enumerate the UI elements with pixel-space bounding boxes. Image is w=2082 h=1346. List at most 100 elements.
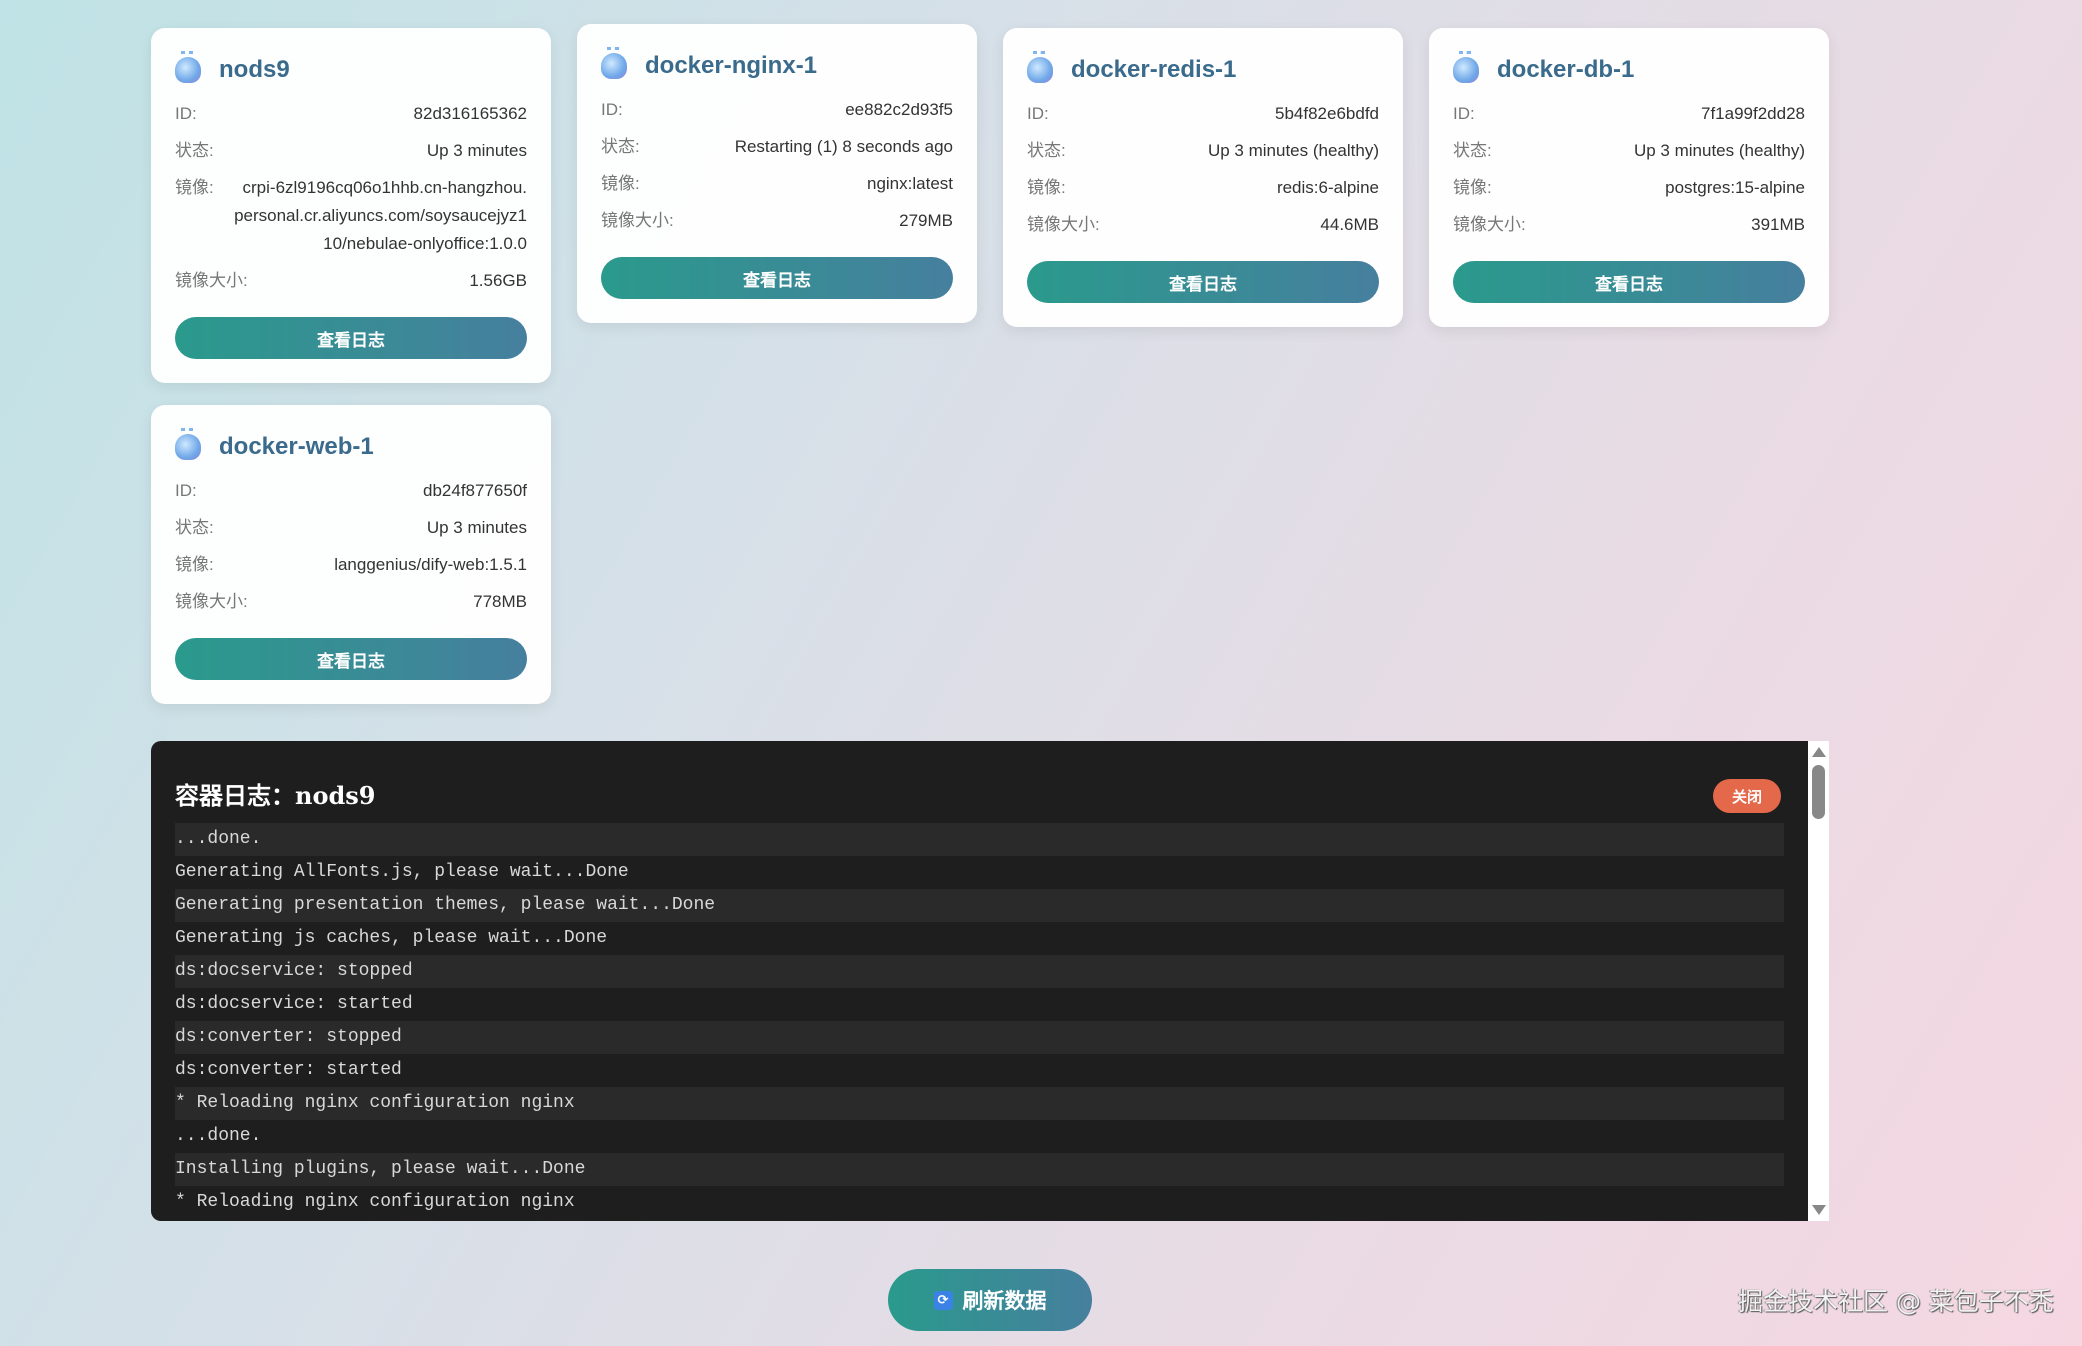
- field-label: 镜像大小:: [1453, 215, 1526, 234]
- field-value: Up 3 minutes: [426, 141, 527, 160]
- field-value: db24f877650f: [423, 481, 527, 500]
- view-logs-button[interactable]: 查看日志: [175, 638, 527, 680]
- field-label: ID:: [601, 100, 623, 119]
- field-label: 镜像大小:: [175, 271, 248, 290]
- field-size: 镜像大小: 44.6MB: [1027, 211, 1379, 239]
- refresh-icon: ⟳: [933, 1290, 953, 1310]
- close-log-button[interactable]: 关闭: [1713, 779, 1781, 813]
- field-size: 镜像大小: 391MB: [1453, 211, 1805, 239]
- field-label: 状态:: [175, 141, 214, 160]
- field-id: ID: db24f877650f: [175, 477, 527, 505]
- log-line: Generating presentation themes, please w…: [175, 889, 1784, 922]
- log-lines: ...done. Generating AllFonts.js, please w…: [151, 823, 1829, 1219]
- view-logs-button[interactable]: 查看日志: [1453, 261, 1805, 303]
- log-line: * Reloading nginx configuration nginx: [175, 1087, 1784, 1120]
- field-value: langgenius/dify-web:1.5.1: [334, 555, 527, 574]
- field-status: 状态: Up 3 minutes (healthy): [1027, 137, 1379, 165]
- field-label: 镜像大小:: [1027, 215, 1100, 234]
- field-status: 状态: Up 3 minutes: [175, 137, 527, 165]
- field-value: Up 3 minutes (healthy): [1633, 141, 1805, 160]
- log-line: ds:converter: stopped: [175, 1021, 1784, 1054]
- field-status: 状态: Up 3 minutes: [175, 514, 527, 542]
- scroll-up-arrow-icon[interactable]: [1812, 747, 1826, 757]
- log-line: ...done.: [175, 823, 1784, 856]
- field-image: 镜像: redis:6-alpine: [1027, 174, 1379, 202]
- log-line: ds:docservice: started: [175, 994, 413, 1014]
- field-id: ID: ee882c2d93f5: [601, 96, 953, 124]
- field-value: 279MB: [899, 211, 953, 230]
- field-value: 44.6MB: [1320, 215, 1379, 234]
- field-id: ID: 7f1a99f2dd28: [1453, 100, 1805, 128]
- field-label: ID:: [1027, 104, 1049, 123]
- field-value: 391MB: [1751, 215, 1805, 234]
- field-value: 1.56GB: [469, 271, 527, 290]
- container-card: docker-nginx-1 ID: ee882c2d93f5 状态: Restarti…: [577, 24, 977, 323]
- field-label: 状态:: [1453, 141, 1492, 160]
- field-label: 镜像:: [1027, 178, 1066, 197]
- field-value: crpi-6zl9196cq06o1hhb.cn-hangzhou.person…: [234, 178, 527, 253]
- field-label: 状态:: [601, 137, 640, 156]
- field-label: 镜像:: [175, 178, 214, 197]
- log-line: Generating js caches, please wait...Done: [175, 928, 608, 948]
- refresh-label: 刷新数据: [962, 1289, 1047, 1313]
- view-logs-button[interactable]: 查看日志: [175, 317, 527, 359]
- field-value: Restarting (1) 8 seconds ago: [734, 137, 953, 156]
- container-name: docker-web-1: [219, 433, 374, 460]
- field-value: 5b4f82e6bdfd: [1275, 104, 1379, 123]
- container-name: docker-nginx-1: [645, 52, 818, 79]
- field-image: 镜像: postgres:15-alpine: [1453, 174, 1805, 202]
- docker-whale-icon: [1453, 51, 1479, 83]
- container-card: docker-redis-1 ID: 5b4f82e6bdfd 状态: Up 3 min…: [1003, 28, 1403, 327]
- log-line: Installing plugins, please wait...Done: [175, 1153, 1784, 1186]
- refresh-data-button[interactable]: ⟳ 刷新数据: [888, 1269, 1092, 1331]
- container-name: docker-redis-1: [1071, 56, 1237, 83]
- container-name: docker-db-1: [1497, 56, 1635, 83]
- field-id: ID: 5b4f82e6bdfd: [1027, 100, 1379, 128]
- log-line: Generating AllFonts.js, please wait...Do…: [175, 862, 629, 882]
- log-line: ds:converter: started: [175, 1060, 402, 1080]
- field-size: 镜像大小: 1.56GB: [175, 267, 527, 295]
- field-status: 状态: Restarting (1) 8 seconds ago: [601, 133, 953, 161]
- field-image: 镜像: langgenius/dify-web:1.5.1: [175, 551, 527, 579]
- log-panel: 容器日志：nods9 关闭 ...done. Generating AllFont…: [151, 741, 1829, 1221]
- field-label: 状态:: [175, 518, 214, 537]
- field-value: Up 3 minutes: [426, 518, 527, 537]
- container-card: nods9 ID: 82d316165362 状态: Up 3 minutes 镜像: cr…: [151, 28, 551, 383]
- field-label: ID:: [1453, 104, 1475, 123]
- field-label: 镜像大小:: [175, 592, 248, 611]
- docker-whale-icon: [175, 51, 201, 83]
- field-size: 镜像大小: 279MB: [601, 207, 953, 235]
- field-size: 镜像大小: 778MB: [175, 588, 527, 616]
- docker-whale-icon: [1027, 51, 1053, 83]
- docker-whale-icon: [601, 47, 627, 79]
- view-logs-button[interactable]: 查看日志: [1027, 261, 1379, 303]
- field-label: 镜像:: [1453, 178, 1492, 197]
- field-label: 镜像:: [601, 174, 640, 193]
- docker-whale-icon: [175, 428, 201, 460]
- field-value: 7f1a99f2dd28: [1701, 104, 1805, 123]
- field-label: ID:: [175, 104, 197, 123]
- field-value: 778MB: [473, 592, 527, 611]
- field-value: nginx:latest: [867, 174, 953, 193]
- field-value: redis:6-alpine: [1276, 178, 1379, 197]
- log-line: ds:docservice: stopped: [175, 955, 1784, 988]
- log-title: 容器日志：nods9: [175, 780, 376, 810]
- field-label: ID:: [175, 481, 197, 500]
- field-label: 镜像:: [175, 555, 214, 574]
- container-card: docker-web-1 ID: db24f877650f 状态: Up 3 minut…: [151, 405, 551, 704]
- view-logs-button[interactable]: 查看日志: [601, 257, 953, 299]
- log-scrollbar[interactable]: [1808, 741, 1829, 1221]
- field-label: 镜像大小:: [601, 211, 674, 230]
- log-line: * Reloading nginx configuration nginx: [175, 1192, 575, 1212]
- field-value: postgres:15-alpine: [1665, 178, 1805, 197]
- log-line: ...done.: [175, 1126, 262, 1146]
- watermark: 掘金技术社区 @ 菜包子不秃: [1738, 1287, 2054, 1316]
- field-label: 状态:: [1027, 141, 1066, 160]
- field-value: Up 3 minutes (healthy): [1207, 141, 1379, 160]
- scroll-down-arrow-icon[interactable]: [1812, 1205, 1826, 1215]
- scroll-thumb[interactable]: [1812, 765, 1825, 819]
- field-value: 82d316165362: [413, 104, 527, 123]
- field-value: ee882c2d93f5: [845, 100, 953, 119]
- container-name: nods9: [219, 56, 290, 83]
- container-card: docker-db-1 ID: 7f1a99f2dd28 状态: Up 3 minute…: [1429, 28, 1829, 327]
